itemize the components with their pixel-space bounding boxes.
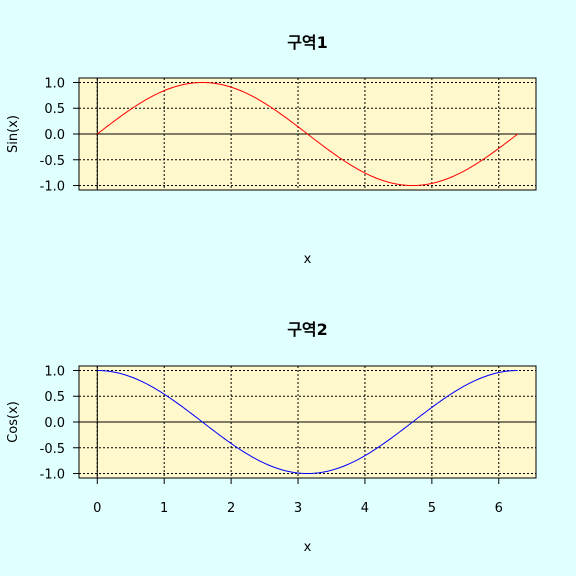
x-tick-label: 3 — [294, 501, 302, 516]
y-tick-label: 0.5 — [44, 102, 65, 117]
series-line-cos — [97, 369, 518, 475]
chart-panel-2: 1.0 0.5 0.0 -0.5 -1.0 0 1 2 3 4 5 6 구역2 x Cos(x) — [6, 320, 537, 555]
chart-panel-1: 1.0 0.5 0.0 -0.5 -1.0 구역1 x Sin(x) — [6, 33, 537, 267]
x-tick-label: 5 — [428, 501, 436, 516]
y-axis-label: Cos(x) — [6, 401, 21, 443]
y-tick-label: -1.0 — [40, 468, 65, 483]
x-tick-label: 0 — [93, 501, 101, 516]
panels: 1.0 0.5 0.0 -0.5 -1.0 구역1 x Sin(x) 1.0 0.5 0.0 -0.5… — [6, 33, 537, 555]
y-tick-label: -0.5 — [40, 442, 65, 457]
x-tick-label: 1 — [160, 501, 168, 516]
x-tick-label: 2 — [227, 501, 235, 516]
chart-title: 구역2 — [287, 320, 328, 339]
x-axis-label: x — [304, 540, 312, 555]
x-axis-label: x — [304, 252, 312, 267]
series-line-sin — [96, 81, 519, 187]
y-tick-label: 0.0 — [44, 128, 65, 143]
x-tick-label: 6 — [495, 501, 503, 516]
y-tick-label: 0.5 — [44, 390, 65, 405]
chart-title: 구역1 — [287, 33, 328, 52]
y-tick-label: -0.5 — [40, 154, 65, 169]
y-tick-label: 1.0 — [44, 76, 65, 91]
y-tick-label: -1.0 — [40, 180, 65, 195]
y-tick-label: 0.0 — [44, 416, 65, 431]
x-tick-label: 4 — [361, 501, 369, 516]
y-axis-label: Sin(x) — [6, 115, 21, 153]
y-tick-label: 1.0 — [44, 364, 65, 379]
